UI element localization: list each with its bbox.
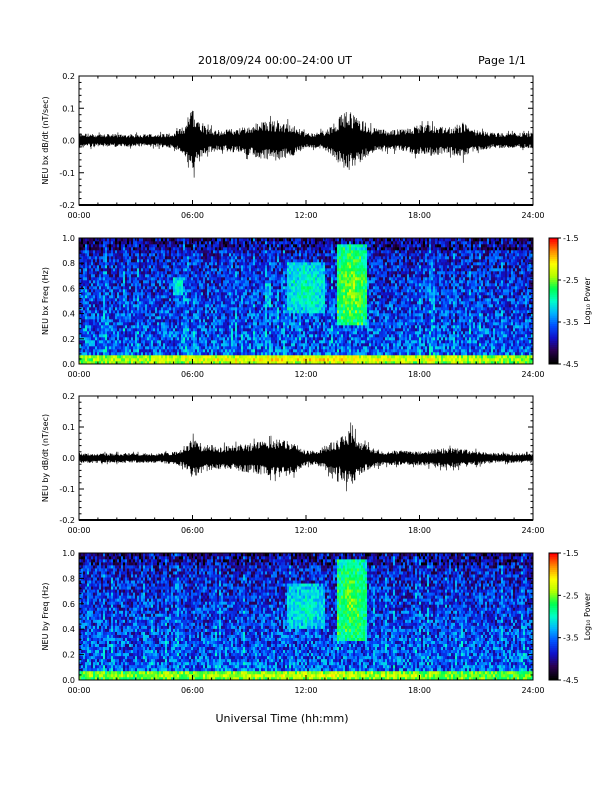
y-tick-label: 0.2: [62, 335, 75, 344]
x-tick-label: 12:00: [294, 526, 317, 535]
x-tick-label: 18:00: [408, 686, 431, 695]
y-tick-label: 0.0: [62, 676, 75, 685]
y-tick-label: 0.1: [62, 104, 75, 113]
colorbar-tick-label: -3.5: [563, 634, 579, 643]
colorbar-label: Log₁₀ Power: [583, 592, 592, 640]
y-tick-label: 0.6: [62, 600, 75, 609]
x-tick-label: 12:00: [294, 686, 317, 695]
x-tick-label: 00:00: [67, 370, 90, 379]
y-tick-label: 0.1: [62, 423, 75, 432]
x-tick-label: 18:00: [408, 370, 431, 379]
y-tick-label: 0.6: [62, 284, 75, 293]
x-tick-label: 18:00: [408, 211, 431, 220]
x-tick-label: 00:00: [67, 211, 90, 220]
spectrogram-cells: [79, 238, 533, 364]
y-tick-label: 0.0: [62, 137, 75, 146]
y-tick-label: 0.2: [62, 651, 75, 660]
y-tick-label: -0.1: [59, 485, 75, 494]
y-axis-label: NEU by dB/dt (nT/sec): [41, 414, 50, 502]
y-tick-label: 0.4: [62, 625, 75, 634]
spectrogram-cells: [79, 553, 533, 680]
y-tick-label: 0.0: [62, 360, 75, 369]
y-axis-label: NEU bx dB/dt (nT/sec): [41, 96, 50, 184]
y-tick-label: 1.0: [62, 549, 75, 558]
colorbar-tick-label: -1.5: [563, 234, 579, 243]
x-axis-label: Universal Time (hh:mm): [216, 712, 349, 725]
x-tick-label: 24:00: [521, 686, 544, 695]
y-tick-label: 0.2: [62, 72, 75, 81]
x-tick-label: 18:00: [408, 526, 431, 535]
x-tick-label: 12:00: [294, 370, 317, 379]
y-tick-label: 0.8: [62, 259, 75, 268]
colorbar-tick-label: -2.5: [563, 276, 579, 285]
x-tick-label: 24:00: [521, 370, 544, 379]
y-tick-label: -0.2: [59, 516, 75, 525]
x-tick-label: 24:00: [521, 211, 544, 220]
y-tick-label: 1.0: [62, 234, 75, 243]
x-tick-label: 06:00: [181, 526, 204, 535]
colorbar-tick-label: -4.5: [563, 676, 579, 685]
y-tick-label: 0.0: [62, 454, 75, 463]
colorbar-tick-label: -1.5: [563, 549, 579, 558]
signal-trace: [79, 423, 533, 492]
colorbar-tick-label: -3.5: [563, 318, 579, 327]
x-tick-label: 12:00: [294, 211, 317, 220]
y-tick-label: 0.2: [62, 392, 75, 401]
x-tick-label: 00:00: [67, 686, 90, 695]
y-tick-label: -0.2: [59, 201, 75, 210]
colorbar-tick-label: -4.5: [563, 360, 579, 369]
y-axis-label: NEU bx Freq (Hz): [41, 267, 50, 335]
x-tick-label: 06:00: [181, 370, 204, 379]
x-tick-label: 06:00: [181, 686, 204, 695]
panel-2: -1.5 -2.5 -3.5 -4.5 Log₁₀ Power 00:00 06:00 12:…: [41, 234, 592, 379]
x-tick-label: 00:00: [67, 526, 90, 535]
y-tick-label: 0.8: [62, 574, 75, 583]
panel-3: 00:00 06:00 12:00 18:00 24:00 0.2 0.1 0.0 -0.1 -0…: [41, 392, 545, 535]
colorbar-label: Log₁₀ Power: [583, 277, 592, 325]
page-indicator: Page 1/1: [478, 54, 526, 67]
date-range-title: 2018/09/24 00:00–24:00 UT: [198, 54, 352, 67]
x-tick-label: 06:00: [181, 211, 204, 220]
panel-4: -1.5 -2.5 -3.5 -4.5 Log₁₀ Power 00:00 06:00 12:…: [41, 549, 592, 695]
x-tick-label: 24:00: [521, 526, 544, 535]
colorbar-tick-label: -2.5: [563, 591, 579, 600]
colorbar: -1.5 -2.5 -3.5 -4.5 Log₁₀ Power: [549, 549, 592, 685]
colorbar: -1.5 -2.5 -3.5 -4.5 Log₁₀ Power: [549, 234, 592, 369]
y-tick-label: 0.4: [62, 310, 75, 319]
signal-trace: [79, 111, 533, 178]
panel-1: 00:00 06:00 12:00 18:00 24:00 0.2 0.1 0.0 -0.1 -0…: [41, 72, 545, 220]
y-axis-label: NEU by Freq (Hz): [41, 583, 50, 651]
y-tick-label: -0.1: [59, 169, 75, 178]
